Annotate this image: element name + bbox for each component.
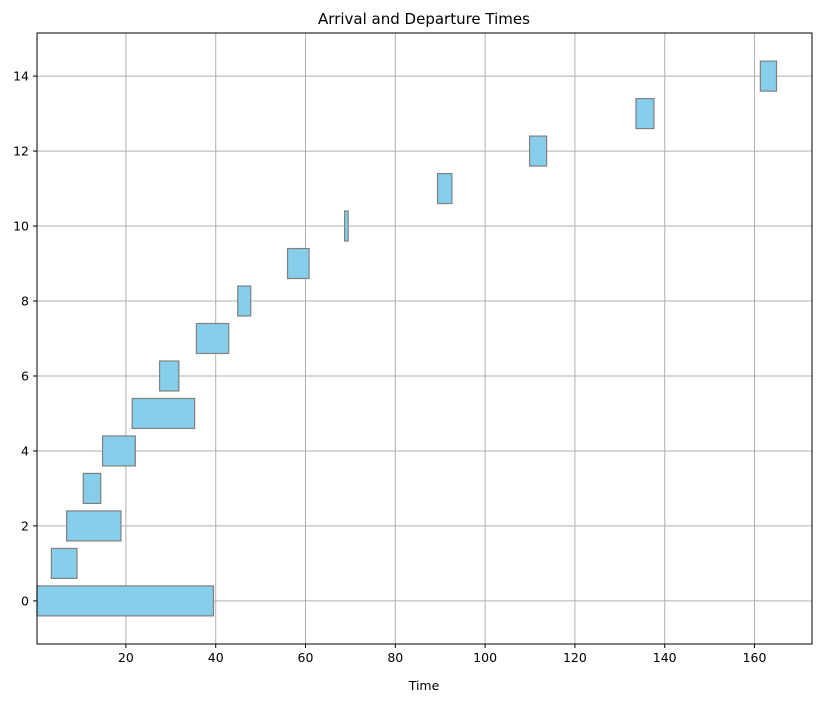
bar-interval-1 — [50, 547, 78, 580]
x-tick-label: 140 — [653, 650, 677, 665]
bar-interval-8 — [237, 285, 252, 317]
x-tick-label: 100 — [473, 650, 497, 665]
bar-interval-5 — [131, 397, 196, 430]
y-tick-label: 4 — [21, 443, 29, 458]
y-tick-label: 14 — [13, 69, 29, 84]
x-tick-label: 160 — [743, 650, 767, 665]
x-tick-label: 40 — [208, 650, 224, 665]
chart-title: Arrival and Departure Times — [318, 10, 530, 28]
x-tick-label: 80 — [387, 650, 403, 665]
x-tick-label: 120 — [563, 650, 587, 665]
bar-interval-9 — [286, 247, 310, 280]
bar-interval-7 — [195, 322, 230, 355]
bar-interval-14 — [759, 60, 778, 92]
bar-interval-3 — [82, 472, 102, 505]
y-tick-label: 0 — [21, 593, 29, 608]
y-tick-label: 8 — [21, 294, 29, 309]
bar-interval-10 — [343, 210, 349, 242]
bar-interval-6 — [158, 360, 180, 392]
y-tick-label: 12 — [13, 144, 29, 159]
x-tick-label: 60 — [298, 650, 314, 665]
bar-interval-11 — [436, 172, 453, 205]
bar-interval-2 — [66, 510, 122, 542]
bar-interval-12 — [528, 135, 548, 167]
bars-group — [36, 60, 778, 617]
bar-interval-0 — [36, 585, 215, 617]
y-tick-label: 10 — [13, 219, 29, 234]
y-axis-ticks: 0 2 4 6 8 10 12 14 — [13, 69, 37, 608]
y-tick-label: 2 — [21, 518, 29, 533]
x-axis-ticks: 20 40 60 80 100 120 140 160 — [118, 644, 767, 665]
bar-interval-13 — [635, 97, 655, 130]
grid-lines — [37, 33, 812, 644]
plot-frame — [36, 32, 813, 645]
x-axis-label: Time — [408, 678, 440, 693]
bar-interval-4 — [101, 435, 136, 467]
x-tick-label: 20 — [118, 650, 134, 665]
y-tick-label: 6 — [21, 368, 29, 383]
